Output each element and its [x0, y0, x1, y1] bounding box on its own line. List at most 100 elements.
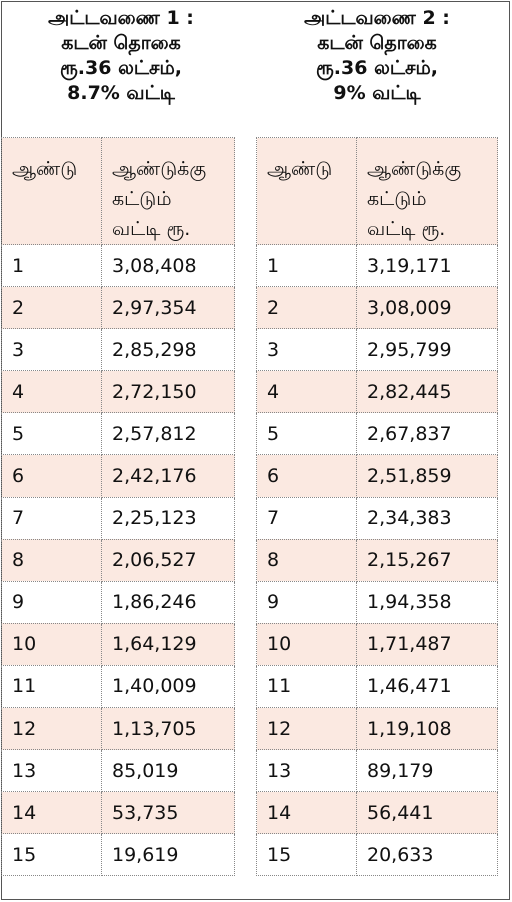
- table-row: 11 1,40,009: [1, 664, 235, 709]
- year-cell: 6: [256, 454, 357, 498]
- table1-header-row: ஆண்டு ஆண்டுக்கு கட்டும் வட்டி ரூ.: [1, 137, 235, 245]
- interest-cell: 3,08,009: [356, 286, 498, 330]
- interest-header-line: கட்டும்: [367, 188, 427, 210]
- year-cell: 4: [256, 370, 357, 414]
- interest-cell: 85,019: [101, 749, 235, 793]
- interest-cell: 2,95,799: [356, 328, 498, 372]
- table-row: 6 2,51,859: [256, 454, 498, 498]
- year-cell: 14: [256, 791, 357, 835]
- table-row: 14 56,441: [256, 791, 498, 835]
- year-cell: 8: [256, 538, 357, 582]
- year-cell: 8: [1, 538, 102, 582]
- year-cell: 3: [256, 328, 357, 372]
- year-cell: 3: [1, 328, 102, 372]
- table-row: 10 1,64,129: [1, 622, 235, 666]
- table1-title-line: 8.7% வட்டி: [67, 82, 175, 104]
- table-row: 10 1,71,487: [256, 622, 498, 666]
- table-row: 8 2,06,527: [1, 538, 235, 582]
- year-cell: 15: [256, 833, 357, 877]
- interest-cell: 1,19,108: [356, 707, 498, 751]
- interest-cell: 2,57,812: [101, 412, 235, 456]
- interest-cell: 2,42,176: [101, 454, 235, 498]
- table2-title-line: கடன் தொகை: [317, 32, 437, 54]
- interest-cell: 1,40,009: [101, 664, 235, 709]
- table-row: 12 1,19,108: [256, 707, 498, 751]
- interest-cell: 2,82,445: [356, 370, 498, 414]
- interest-cell: 53,735: [101, 791, 235, 835]
- interest-cell: 56,441: [356, 791, 498, 835]
- interest-cell: 2,51,859: [356, 454, 498, 498]
- table2-title-line: ரூ.36 லட்சம்,: [315, 57, 438, 79]
- interest-cell: 2,15,267: [356, 538, 498, 582]
- table-row: 15 19,619: [1, 833, 235, 877]
- interest-cell: 1,94,358: [356, 580, 498, 624]
- year-cell: 10: [1, 622, 102, 666]
- table-row: 5 2,67,837: [256, 412, 498, 456]
- table-row: 3 2,95,799: [256, 328, 498, 372]
- interest-header-line: வட்டி ரூ.: [112, 218, 191, 240]
- interest-cell: 1,71,487: [356, 622, 498, 666]
- interest-cell: 1,64,129: [101, 622, 235, 666]
- interest-cell: 2,72,150: [101, 370, 235, 414]
- table-row: 4 2,72,150: [1, 370, 235, 414]
- table-row: 13 89,179: [256, 749, 498, 793]
- interest-header: ஆண்டுக்கு கட்டும் வட்டி ரூ.: [356, 137, 498, 245]
- year-cell: 5: [1, 412, 102, 456]
- table-row: 2 2,97,354: [1, 286, 235, 330]
- interest-cell: 2,97,354: [101, 286, 235, 330]
- table-row: 11 1,46,471: [256, 664, 498, 709]
- year-cell: 6: [1, 454, 102, 498]
- table2-header-row: ஆண்டு ஆண்டுக்கு கட்டும் வட்டி ரூ.: [256, 137, 498, 245]
- table-row: 8 2,15,267: [256, 538, 498, 582]
- year-cell: 15: [1, 833, 102, 877]
- interest-cell: 2,34,383: [356, 496, 498, 540]
- table-row: 1 3,08,408: [1, 243, 235, 288]
- interest-header-line: ஆண்டுக்கு: [112, 158, 207, 180]
- year-header: ஆண்டு: [1, 137, 102, 245]
- year-cell: 13: [256, 749, 357, 793]
- table1-title-line: அட்டவணை 1 :: [48, 7, 194, 29]
- year-header: ஆண்டு: [256, 137, 357, 245]
- year-cell: 1: [256, 243, 357, 288]
- interest-cell: 2,25,123: [101, 496, 235, 540]
- year-cell: 9: [1, 580, 102, 624]
- interest-header-line: வட்டி ரூ.: [367, 218, 446, 240]
- year-cell: 14: [1, 791, 102, 835]
- interest-cell: 1,13,705: [101, 707, 235, 751]
- interest-cell: 1,46,471: [356, 664, 498, 709]
- interest-header-line: கட்டும்: [112, 188, 172, 210]
- table-row: 6 2,42,176: [1, 454, 235, 498]
- year-cell: 1: [1, 243, 102, 288]
- table-row: 13 85,019: [1, 749, 235, 793]
- year-cell: 7: [1, 496, 102, 540]
- year-cell: 11: [256, 664, 357, 709]
- table-row: 9 1,86,246: [1, 580, 235, 624]
- interest-cell: 89,179: [356, 749, 498, 793]
- interest-cell: 3,19,171: [356, 243, 498, 288]
- interest-cell: 3,08,408: [101, 243, 235, 288]
- table-row: 4 2,82,445: [256, 370, 498, 414]
- table-row: 15 20,633: [256, 833, 498, 877]
- interest-header: ஆண்டுக்கு கட்டும் வட்டி ரூ.: [101, 137, 235, 245]
- table-row: 9 1,94,358: [256, 580, 498, 624]
- interest-header-line: ஆண்டுக்கு: [367, 158, 462, 180]
- interest-cell: 19,619: [101, 833, 235, 877]
- interest-cell: 20,633: [356, 833, 498, 877]
- table1-title: அட்டவணை 1 : கடன் தொகை ரூ.36 லட்சம், 8.7%…: [8, 6, 234, 106]
- year-cell: 13: [1, 749, 102, 793]
- table-row: 7 2,25,123: [1, 496, 235, 540]
- interest-cell: 2,67,837: [356, 412, 498, 456]
- table1-title-line: கடன் தொகை: [61, 32, 181, 54]
- table2-title-line: 9% வட்டி: [333, 82, 421, 104]
- year-cell: 12: [256, 707, 357, 751]
- table-row: 12 1,13,705: [1, 707, 235, 751]
- interest-cell: 2,06,527: [101, 538, 235, 582]
- table-row: 1 3,19,171: [256, 243, 498, 288]
- table-row: 14 53,735: [1, 791, 235, 835]
- year-cell: 9: [256, 580, 357, 624]
- year-cell: 10: [256, 622, 357, 666]
- year-cell: 7: [256, 496, 357, 540]
- year-cell: 11: [1, 664, 102, 709]
- table2-title-line: அட்டவணை 2 :: [304, 7, 450, 29]
- year-cell: 2: [256, 286, 357, 330]
